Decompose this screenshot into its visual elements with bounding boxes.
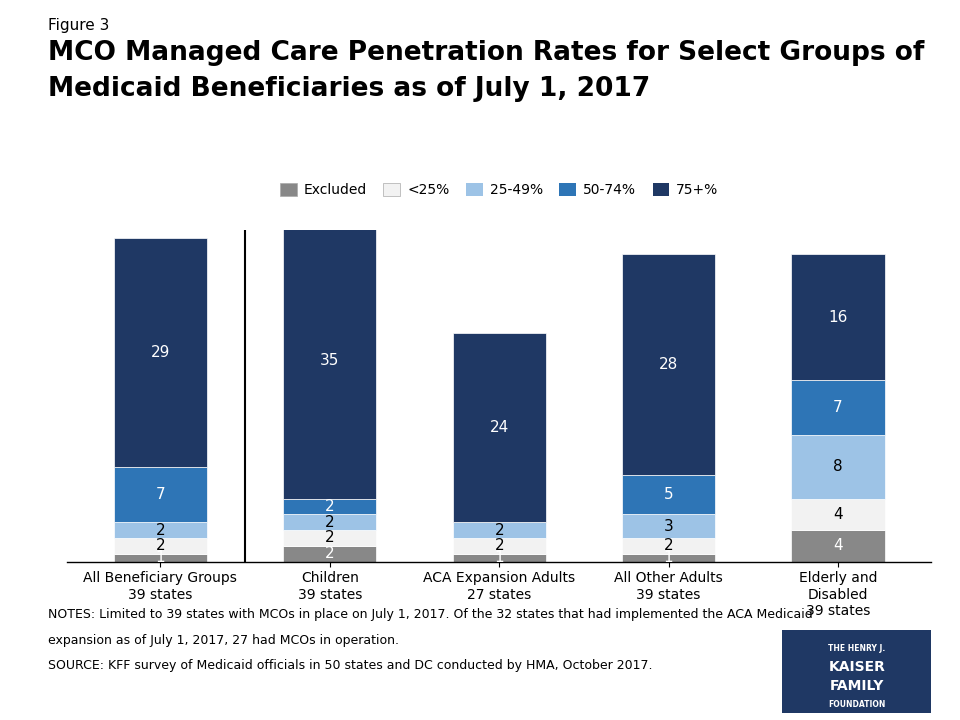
Text: 29: 29 bbox=[151, 345, 170, 360]
Text: 2: 2 bbox=[325, 515, 335, 530]
Text: Figure 3: Figure 3 bbox=[48, 18, 109, 33]
Bar bbox=[452, 522, 546, 538]
Text: 35: 35 bbox=[320, 353, 340, 368]
Bar bbox=[283, 546, 376, 562]
Text: 24: 24 bbox=[490, 420, 509, 435]
Text: 2: 2 bbox=[156, 539, 165, 554]
Text: 1: 1 bbox=[156, 550, 165, 565]
Bar bbox=[283, 514, 376, 530]
Text: 2: 2 bbox=[663, 539, 673, 554]
Bar bbox=[283, 498, 376, 514]
Legend: Excluded, <25%, 25-49%, 50-74%, 75+%: Excluded, <25%, 25-49%, 50-74%, 75+% bbox=[275, 178, 724, 203]
Text: FAMILY: FAMILY bbox=[829, 679, 884, 693]
Text: 1: 1 bbox=[494, 550, 504, 565]
Bar bbox=[622, 554, 715, 562]
Bar bbox=[114, 538, 207, 554]
Bar bbox=[283, 222, 376, 498]
Bar bbox=[791, 436, 884, 498]
Text: MCO Managed Care Penetration Rates for Select Groups of: MCO Managed Care Penetration Rates for S… bbox=[48, 40, 924, 66]
Text: 16: 16 bbox=[828, 310, 848, 325]
Text: KAISER: KAISER bbox=[828, 660, 885, 674]
Bar bbox=[791, 380, 884, 436]
Bar bbox=[114, 238, 207, 467]
Text: 2: 2 bbox=[325, 546, 335, 561]
Text: FOUNDATION: FOUNDATION bbox=[828, 700, 885, 709]
Text: 7: 7 bbox=[156, 487, 165, 502]
Bar bbox=[791, 530, 884, 562]
Text: 7: 7 bbox=[833, 400, 843, 415]
Text: THE HENRY J.: THE HENRY J. bbox=[828, 644, 885, 653]
Bar bbox=[283, 530, 376, 546]
Bar bbox=[452, 333, 546, 522]
Bar bbox=[622, 514, 715, 538]
Text: NOTES: Limited to 39 states with MCOs in place on July 1, 2017. Of the 32 states: NOTES: Limited to 39 states with MCOs in… bbox=[48, 608, 813, 621]
Text: 1: 1 bbox=[663, 550, 673, 565]
Text: 4: 4 bbox=[833, 539, 843, 554]
Text: 2: 2 bbox=[156, 523, 165, 538]
Bar bbox=[452, 538, 546, 554]
Text: expansion as of July 1, 2017, 27 had MCOs in operation.: expansion as of July 1, 2017, 27 had MCO… bbox=[48, 634, 399, 647]
Text: 2: 2 bbox=[494, 523, 504, 538]
Bar bbox=[791, 498, 884, 530]
Text: 2: 2 bbox=[325, 499, 335, 514]
Text: 2: 2 bbox=[494, 539, 504, 554]
Bar bbox=[622, 538, 715, 554]
Bar bbox=[114, 467, 207, 522]
Text: 28: 28 bbox=[659, 357, 678, 372]
Bar bbox=[622, 254, 715, 475]
Text: 2: 2 bbox=[325, 531, 335, 546]
Bar bbox=[452, 554, 546, 562]
Bar bbox=[791, 254, 884, 380]
Text: 3: 3 bbox=[663, 518, 674, 534]
Text: SOURCE: KFF survey of Medicaid officials in 50 states and DC conducted by HMA, O: SOURCE: KFF survey of Medicaid officials… bbox=[48, 659, 653, 672]
Text: Medicaid Beneficiaries as of July 1, 2017: Medicaid Beneficiaries as of July 1, 201… bbox=[48, 76, 650, 102]
Bar bbox=[114, 522, 207, 538]
Bar bbox=[114, 554, 207, 562]
Bar bbox=[622, 475, 715, 514]
Text: 8: 8 bbox=[833, 459, 843, 474]
Text: 5: 5 bbox=[663, 487, 673, 502]
Text: 4: 4 bbox=[833, 507, 843, 522]
